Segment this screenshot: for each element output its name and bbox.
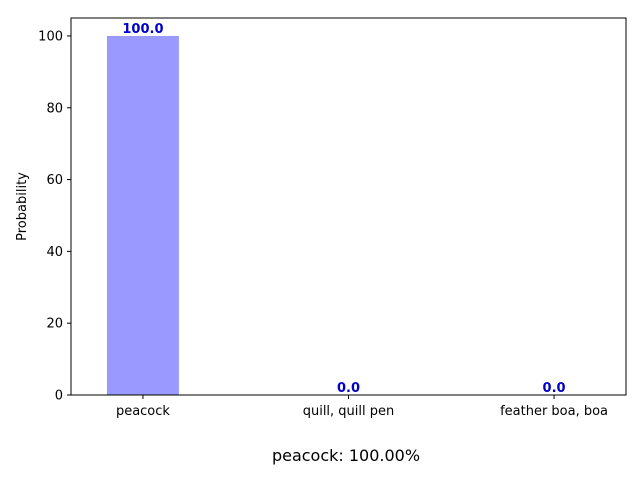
prediction-caption: peacock: 100.00% xyxy=(271,446,421,465)
plot-frame xyxy=(70,17,627,396)
bars-group xyxy=(106,35,179,395)
x-axis-ticks: peacock quill, quill pen feather boa, boa xyxy=(116,395,608,419)
y-axis-ticks: 0 20 40 60 80 100 xyxy=(38,29,71,404)
y-tick-label-2: 40 xyxy=(46,245,63,260)
x-tick-label-2: feather boa, boa xyxy=(500,404,608,419)
value-label-0: 100.0 xyxy=(122,22,163,37)
value-label-2: 0.0 xyxy=(543,381,566,396)
x-tick-label-0: peacock xyxy=(116,404,170,419)
y-tick-label-4: 80 xyxy=(46,101,63,116)
value-label-1: 0.0 xyxy=(337,381,360,396)
value-labels-group: 100.0 0.0 0.0 xyxy=(122,22,565,396)
y-tick-label-5: 100 xyxy=(38,29,63,44)
x-tick-label-1: quill, quill pen xyxy=(303,404,395,419)
y-tick-label-0: 0 xyxy=(55,389,63,404)
y-tick-label-1: 20 xyxy=(46,317,63,332)
bar-0 xyxy=(106,35,179,395)
y-axis-label: Probability xyxy=(15,172,30,241)
y-tick-label-3: 60 xyxy=(46,173,63,188)
